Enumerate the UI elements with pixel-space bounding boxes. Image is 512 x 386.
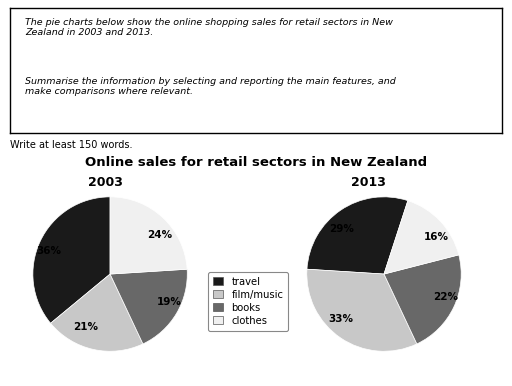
Wedge shape xyxy=(51,274,143,351)
Wedge shape xyxy=(384,201,459,274)
Wedge shape xyxy=(307,269,417,351)
Wedge shape xyxy=(110,269,187,344)
Text: 24%: 24% xyxy=(147,230,172,240)
Legend: travel, film/music, books, clothes: travel, film/music, books, clothes xyxy=(208,272,288,330)
Text: Summarise the information by selecting and reporting the main features, and
make: Summarise the information by selecting a… xyxy=(25,77,396,96)
Wedge shape xyxy=(384,255,461,344)
Text: 29%: 29% xyxy=(329,224,354,234)
Text: 22%: 22% xyxy=(433,292,458,302)
Text: 33%: 33% xyxy=(329,314,354,324)
Text: 36%: 36% xyxy=(36,246,61,256)
Text: 2003: 2003 xyxy=(88,176,122,189)
Wedge shape xyxy=(110,197,187,274)
Text: 19%: 19% xyxy=(157,296,181,306)
Text: The pie charts below show the online shopping sales for retail sectors in New
Ze: The pie charts below show the online sho… xyxy=(25,18,393,37)
Text: 21%: 21% xyxy=(73,322,98,332)
Text: Online sales for retail sectors in New Zealand: Online sales for retail sectors in New Z… xyxy=(85,156,427,169)
Text: 2013: 2013 xyxy=(351,176,386,189)
Text: Write at least 150 words.: Write at least 150 words. xyxy=(10,140,133,150)
Text: 16%: 16% xyxy=(423,232,449,242)
Wedge shape xyxy=(33,197,110,323)
Wedge shape xyxy=(307,197,408,274)
